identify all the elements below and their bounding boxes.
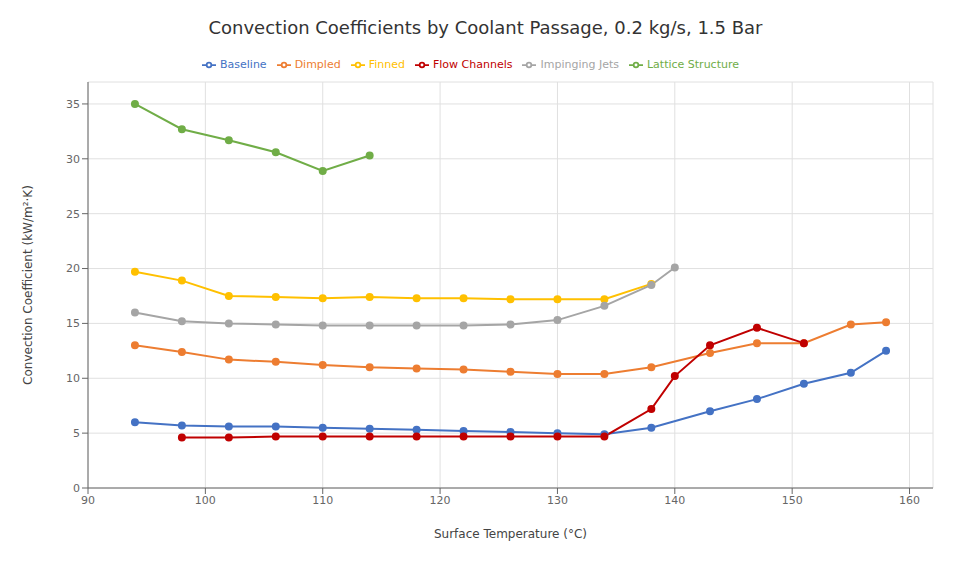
svg-text:Convection Coefficient (kW/m²·: Convection Coefficient (kW/m²·K) [21, 185, 35, 385]
svg-text:0: 0 [73, 482, 80, 495]
html-text:Dimpled: Dimpled [294, 58, 341, 71]
svg-text:30: 30 [66, 153, 80, 166]
svg-text:160: 160 [899, 494, 920, 507]
html-text:Impinging Jets: Impinging Jets [540, 58, 619, 71]
html-text:Baseline: Baseline [220, 58, 267, 71]
svg-text:120: 120 [430, 494, 451, 507]
svg-text:90: 90 [81, 494, 95, 507]
svg-text:15: 15 [66, 317, 80, 330]
svg-text:Surface Temperature (°C): Surface Temperature (°C) [434, 527, 587, 541]
svg-text:130: 130 [547, 494, 568, 507]
html-text:Lattice Structure: Lattice Structure [647, 58, 739, 71]
html-text:Flow Channels: Flow Channels [432, 58, 513, 71]
svg-text:140: 140 [664, 494, 685, 507]
html-text:Convection Coefficients by Coo: Convection Coefficients by Coolant Passa… [208, 17, 763, 38]
svg-text:20: 20 [66, 262, 80, 275]
svg-text:25: 25 [66, 208, 80, 221]
svg-text:35: 35 [66, 98, 80, 111]
svg-text:100: 100 [195, 494, 216, 507]
svg-text:10: 10 [66, 372, 80, 385]
svg-text:150: 150 [782, 494, 803, 507]
svg-text:5: 5 [73, 427, 80, 440]
svg-text:110: 110 [312, 494, 333, 507]
html-text:Finned: Finned [368, 58, 405, 71]
